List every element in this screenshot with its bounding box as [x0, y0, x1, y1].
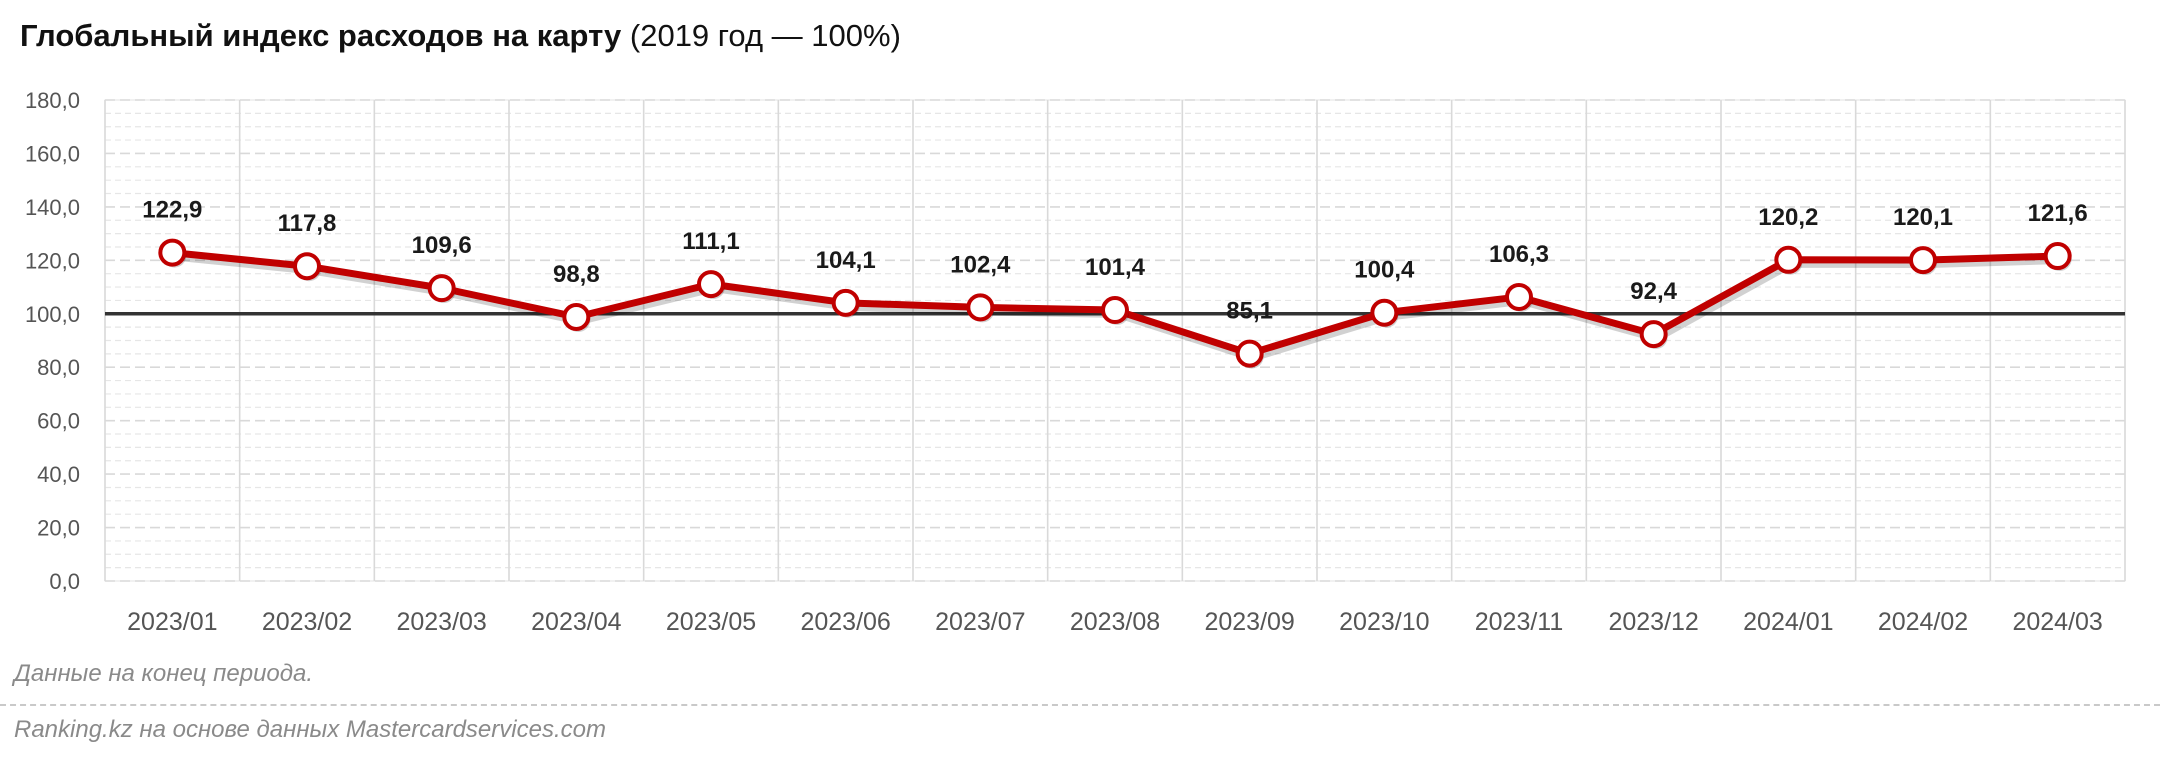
data-point: [1909, 246, 1937, 275]
footer-separator: [0, 704, 2160, 706]
data-label: 98,8: [553, 261, 600, 288]
data-label: 102,4: [950, 251, 1011, 278]
data-point: [1370, 298, 1399, 327]
y-tick-label: 120,0: [25, 248, 80, 273]
y-tick-label: 100,0: [25, 302, 80, 327]
y-tick-label: 40,0: [37, 462, 80, 487]
data-point: [427, 274, 456, 303]
data-label: 101,4: [1085, 254, 1146, 281]
data-label: 117,8: [278, 210, 337, 237]
x-tick-label: 2023/02: [262, 608, 352, 636]
x-tick-label: 2023/03: [396, 608, 486, 636]
data-point: [1774, 245, 1803, 274]
line-chart: 0,0 20,0 40,0 60,0 80,0 100,0 120,0 140,0 160,0 1…: [25, 88, 2126, 636]
y-tick-label: 160,0: [25, 141, 80, 166]
data-label: 120,2: [1758, 204, 1818, 231]
x-tick-label: 2023/12: [1608, 608, 1698, 636]
data-label: 92,4: [1630, 278, 1677, 305]
data-label: 121,6: [2028, 200, 2088, 227]
y-tick-label: 20,0: [37, 516, 80, 541]
data-point: [1505, 282, 1533, 311]
data-point: [2043, 242, 2072, 271]
x-tick-label: 2023/11: [1475, 608, 1564, 636]
data-label: 104,1: [816, 247, 876, 274]
chart-title-main: Глобальный индекс расходов на карту: [20, 18, 622, 53]
y-tick-label: 180,0: [25, 88, 80, 113]
data-point: [1639, 320, 1668, 349]
chart-title-subtitle: (2019 год — 100%): [629, 18, 901, 53]
data-label: 122,9: [142, 197, 202, 224]
y-tick-label: 80,0: [37, 355, 80, 380]
data-point: [293, 252, 321, 281]
x-tick-label: 2023/01: [127, 608, 217, 636]
y-tick-label: 60,0: [37, 409, 80, 434]
x-tick-label: 2024/02: [1878, 608, 1968, 636]
footnote: Данные на конец периода.: [14, 660, 314, 687]
data-label: 85,1: [1226, 298, 1273, 325]
y-tick-label: 140,0: [25, 195, 80, 220]
data-point: [831, 288, 860, 317]
x-tick-label: 2023/08: [1070, 608, 1160, 636]
source-credit: Ranking.kz на основе данных Mastercardse…: [14, 716, 606, 743]
x-tick-label: 2023/09: [1204, 608, 1294, 636]
data-label: 100,4: [1354, 257, 1415, 284]
data-label: 120,1: [1893, 204, 1953, 231]
data-point: [966, 293, 995, 322]
y-tick-label: 0,0: [49, 569, 80, 594]
data-label: 106,3: [1489, 241, 1549, 268]
data-label: 109,6: [412, 232, 472, 259]
data-point: [562, 302, 591, 331]
x-tick-label: 2023/10: [1339, 608, 1429, 636]
x-tick-label: 2023/05: [666, 608, 756, 636]
data-point: [697, 270, 725, 299]
x-tick-label: 2023/07: [935, 608, 1025, 636]
x-tick-label: 2023/06: [800, 608, 890, 636]
data-label: 111,1: [682, 228, 739, 255]
chart-title: Глобальный индекс расходов на карту (201…: [20, 18, 901, 54]
x-tick-label: 2024/03: [2012, 608, 2102, 636]
data-point: [1101, 296, 1129, 325]
x-tick-label: 2023/04: [531, 608, 621, 636]
data-point: [1235, 339, 1264, 368]
x-tick-label: 2024/01: [1743, 608, 1833, 636]
data-point: [158, 238, 187, 267]
